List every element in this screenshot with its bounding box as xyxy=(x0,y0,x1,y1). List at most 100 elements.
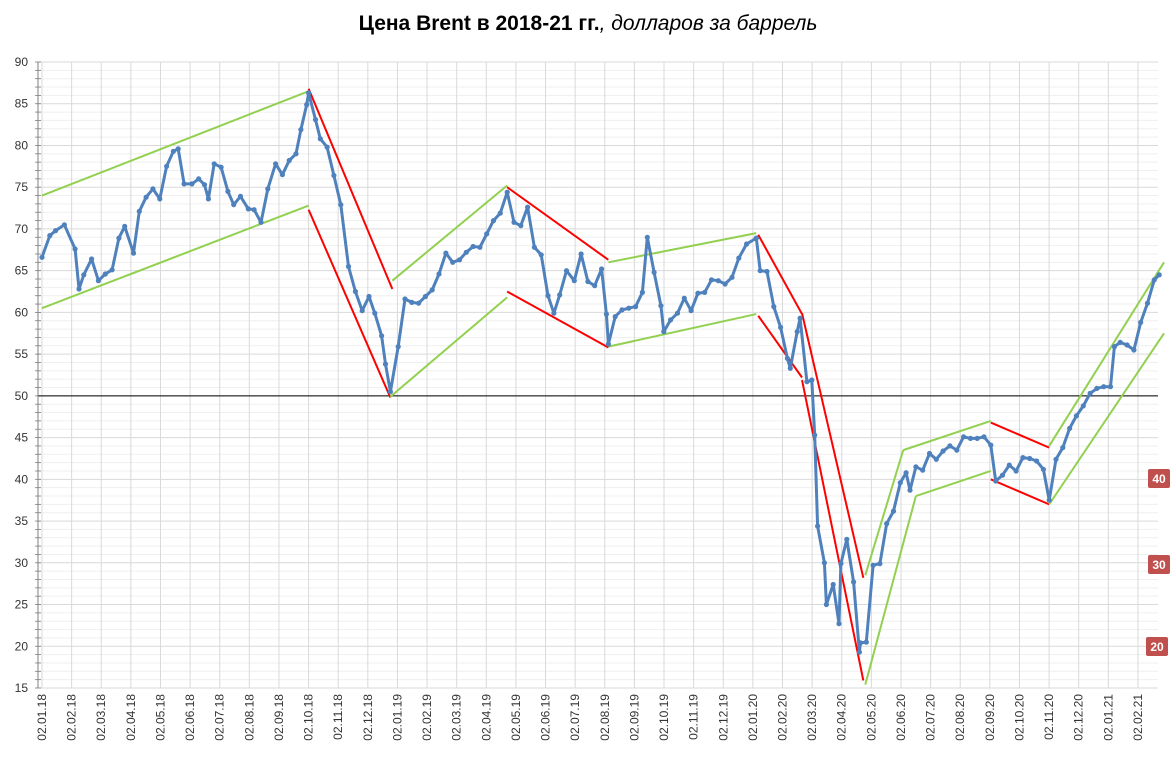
price-point xyxy=(1053,456,1059,462)
price-point xyxy=(1111,344,1117,350)
price-point xyxy=(981,434,987,440)
downtrend-channel-line xyxy=(990,478,1050,506)
price-point xyxy=(450,259,456,265)
price-point xyxy=(1080,403,1086,409)
price-point xyxy=(518,223,524,229)
price-point xyxy=(722,281,728,287)
price-point xyxy=(317,136,323,142)
price-point xyxy=(809,377,815,383)
price-point xyxy=(1027,455,1033,462)
x-tick-label: 02.06.18 xyxy=(183,694,197,741)
price-point xyxy=(409,299,415,305)
y-tick-label: 70 xyxy=(15,222,29,236)
price-point xyxy=(39,254,45,260)
price-point xyxy=(265,186,271,192)
price-point xyxy=(102,271,108,277)
price-point xyxy=(1156,272,1162,278)
x-tick-label: 02.10.19 xyxy=(657,694,671,741)
price-point xyxy=(999,472,1006,478)
price-point xyxy=(1067,425,1073,431)
price-point xyxy=(345,263,352,270)
x-tick-label: 02.02.18 xyxy=(65,694,79,741)
price-point xyxy=(352,288,358,295)
price-point xyxy=(863,639,869,645)
price-point xyxy=(1151,277,1157,283)
y-tick-label: 65 xyxy=(15,264,29,278)
price-point xyxy=(644,234,650,240)
price-point xyxy=(366,293,372,300)
price-point xyxy=(331,172,337,179)
y-tick-label: 75 xyxy=(15,180,29,194)
price-point xyxy=(661,329,667,335)
uptrend-channel-line xyxy=(915,470,992,497)
price-point xyxy=(844,536,850,543)
uptrend-channel-line xyxy=(1048,261,1165,447)
price-point xyxy=(599,266,605,272)
x-tick-label: 02.10.20 xyxy=(1012,694,1026,741)
price-point xyxy=(312,117,319,123)
uptrend-channel-line xyxy=(608,313,757,348)
price-point xyxy=(463,249,469,255)
price-point xyxy=(116,235,122,241)
price-point xyxy=(372,310,378,316)
x-tick-label: 02.06.19 xyxy=(539,694,553,741)
price-point xyxy=(189,181,195,187)
price-point xyxy=(954,447,960,453)
price-point xyxy=(545,293,551,299)
x-axis-tick-labels: 02.01.18 02.02.18 02.03.18 02.04.18 02.05.18… xyxy=(35,694,1145,741)
x-tick-label: 02.11.18 xyxy=(331,694,345,740)
x-tick-label: 02.01.19 xyxy=(390,694,404,741)
downtrend-channel-line xyxy=(990,421,1050,449)
x-tick-label: 02.04.19 xyxy=(479,694,493,741)
x-tick-label: 02.12.18 xyxy=(361,694,375,741)
price-point xyxy=(578,251,584,257)
price-point xyxy=(525,204,531,210)
price-point xyxy=(81,272,87,278)
price-point xyxy=(531,244,538,250)
price-point xyxy=(838,561,844,567)
price-point xyxy=(857,640,864,646)
x-tick-label: 02.04.20 xyxy=(835,694,849,741)
x-tick-label: 02.02.20 xyxy=(776,694,790,741)
price-point xyxy=(715,278,721,284)
price-point xyxy=(484,231,490,237)
price-point xyxy=(612,314,618,320)
x-tick-label: 02.11.20 xyxy=(1042,694,1056,740)
price-line xyxy=(40,91,1161,654)
price-point xyxy=(47,233,53,239)
price-point xyxy=(76,286,82,292)
badge-30: 30 xyxy=(1148,555,1170,574)
price-point xyxy=(89,256,95,262)
price-point xyxy=(279,172,285,178)
y-tick-label: 45 xyxy=(15,431,29,445)
x-tick-label: 02.09.20 xyxy=(983,694,997,741)
price-point xyxy=(1034,458,1040,464)
price-point xyxy=(382,361,389,367)
price-point xyxy=(571,278,577,284)
price-point xyxy=(592,283,598,289)
price-point xyxy=(771,304,777,310)
x-tick-label: 02.08.18 xyxy=(242,694,256,741)
badge-40-text: 40 xyxy=(1152,472,1166,486)
price-point xyxy=(797,315,803,321)
price-point xyxy=(988,442,994,448)
price-point xyxy=(306,90,312,96)
price-point xyxy=(150,186,156,192)
badge-20: 20 xyxy=(1146,637,1168,656)
price-point xyxy=(947,443,953,449)
price-point xyxy=(1138,319,1144,325)
price-point xyxy=(1087,390,1093,396)
badge-20-box xyxy=(1146,637,1168,656)
price-point xyxy=(815,523,821,529)
x-tick-label: 02.07.19 xyxy=(568,694,582,741)
price-point xyxy=(884,521,890,527)
downtrend-channel-line xyxy=(757,234,803,315)
uptrend-channel-line xyxy=(41,204,310,310)
price-point xyxy=(557,292,563,298)
price-point xyxy=(851,579,857,585)
price-point xyxy=(429,287,435,293)
price-point xyxy=(286,157,292,164)
price-point xyxy=(778,324,784,330)
price-point xyxy=(708,277,715,283)
